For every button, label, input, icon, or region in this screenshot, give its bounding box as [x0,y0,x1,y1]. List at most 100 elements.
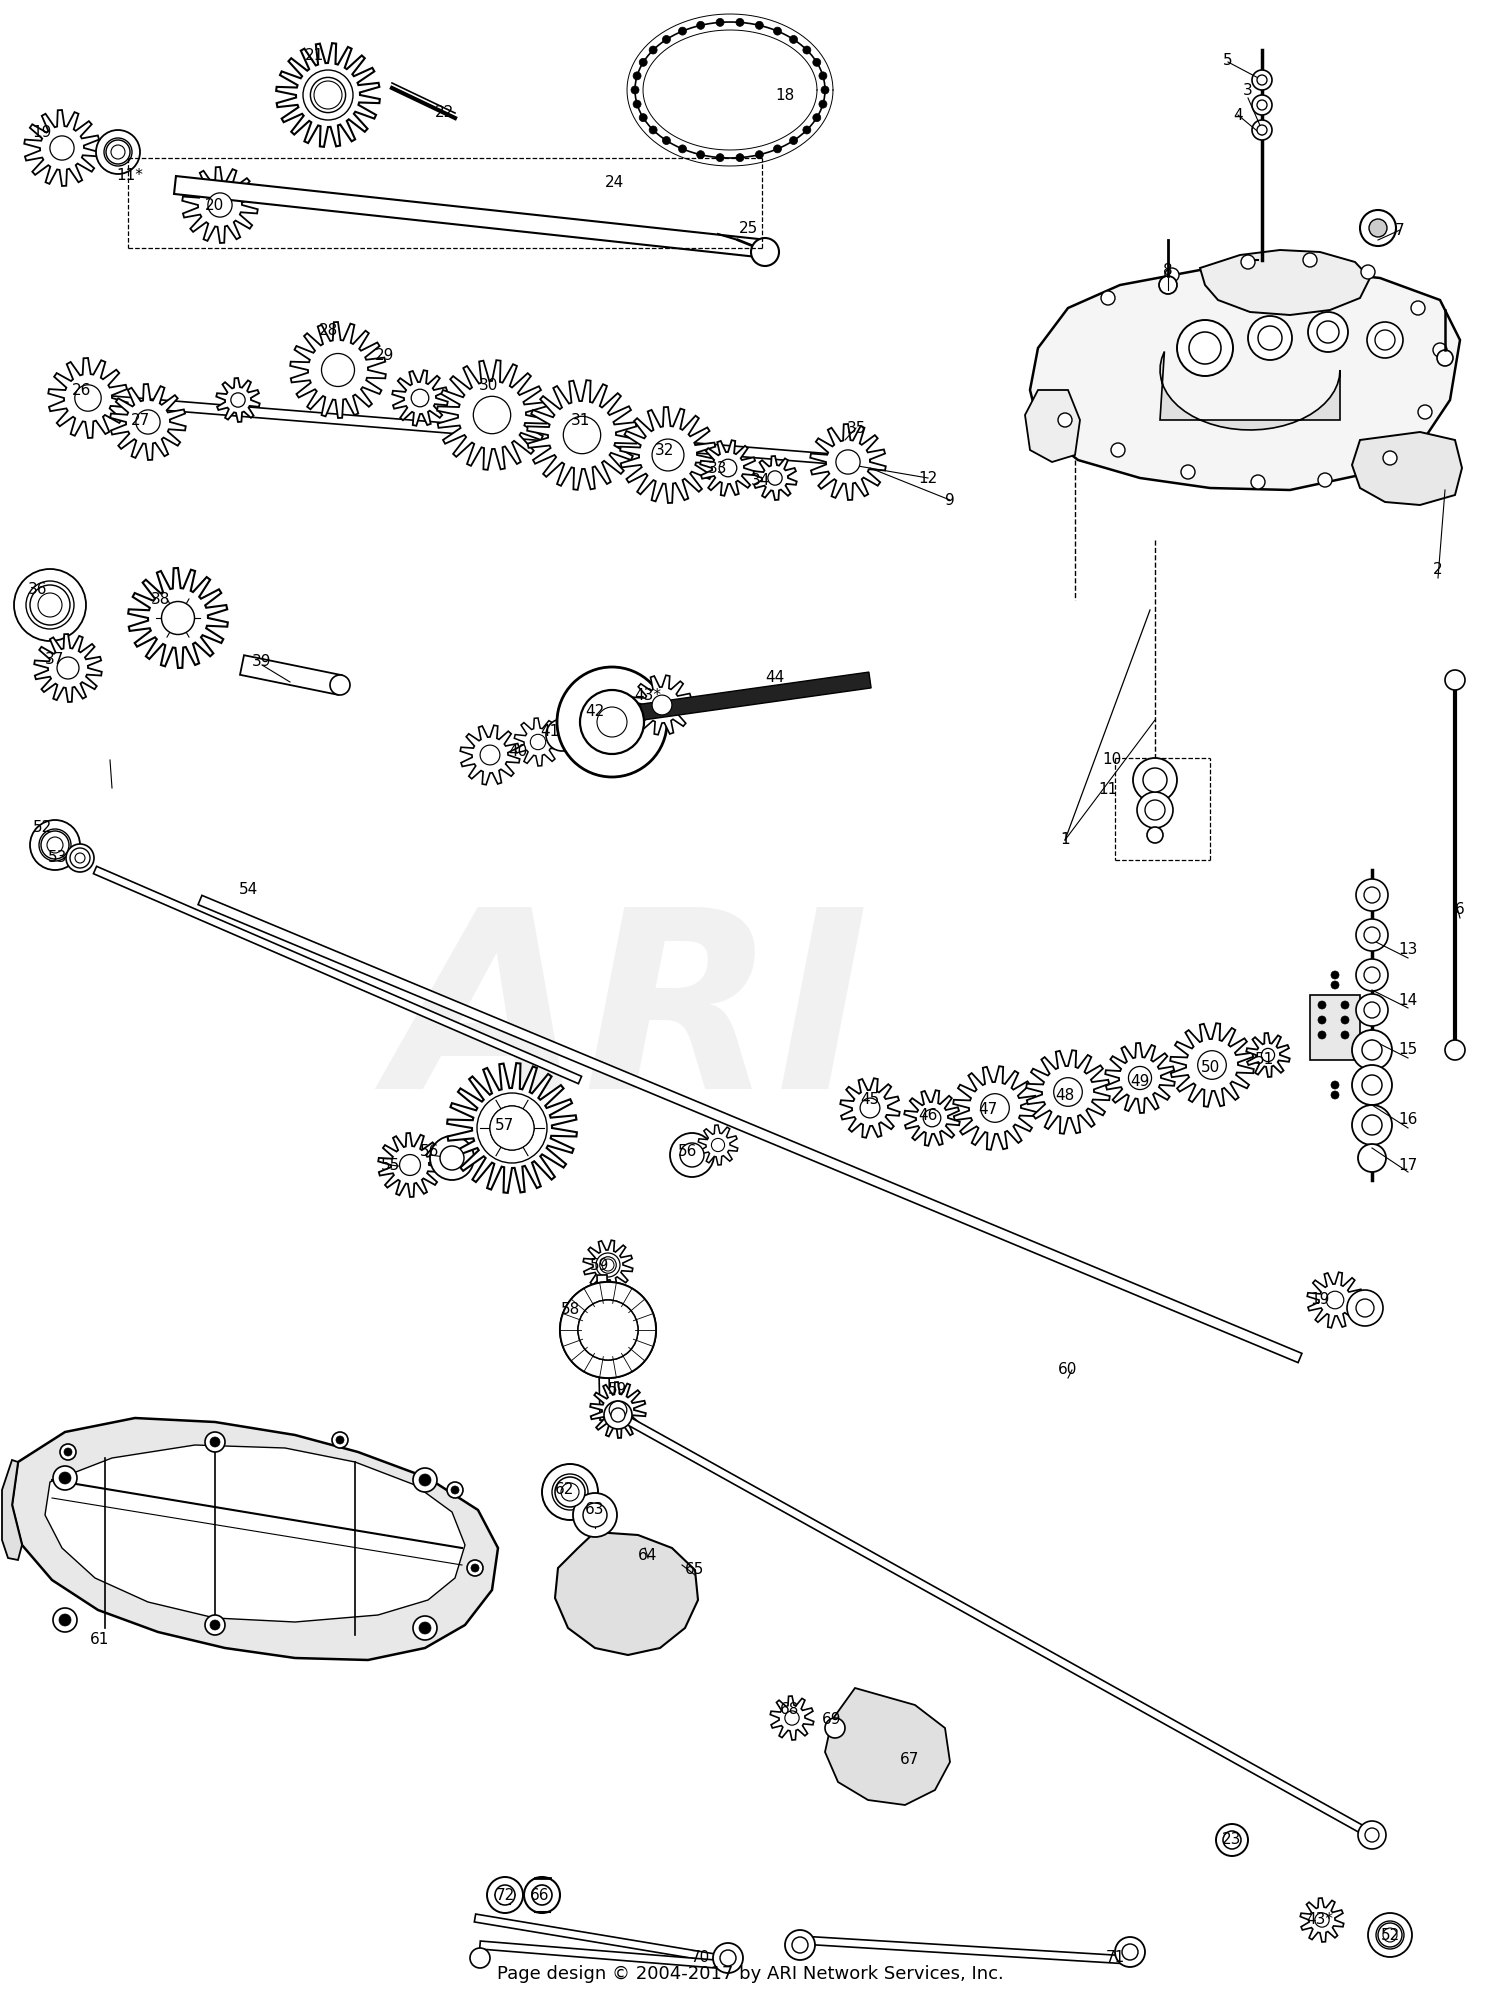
Circle shape [1356,994,1388,1026]
Text: 53: 53 [48,850,68,866]
Text: 55: 55 [381,1158,399,1172]
Circle shape [1326,1291,1344,1309]
Circle shape [1437,351,1454,367]
Text: 13: 13 [1398,942,1417,958]
Circle shape [1258,327,1282,351]
Polygon shape [633,675,692,735]
Circle shape [75,385,100,411]
Circle shape [66,844,94,872]
Circle shape [596,1252,619,1277]
Circle shape [1356,960,1388,992]
Circle shape [419,1621,430,1633]
Circle shape [411,389,429,407]
Circle shape [1370,218,1388,236]
Circle shape [633,100,640,108]
Text: 18: 18 [776,88,795,102]
Circle shape [1347,1291,1383,1327]
Circle shape [678,144,687,152]
Polygon shape [597,1275,610,1421]
Text: 4: 4 [1233,108,1244,122]
Polygon shape [1106,1042,1174,1112]
Circle shape [1432,343,1448,357]
Text: 11: 11 [1098,782,1118,798]
Circle shape [922,1108,940,1126]
Circle shape [480,745,500,766]
Circle shape [210,1437,220,1447]
Circle shape [716,18,724,26]
Circle shape [670,1132,714,1176]
Circle shape [836,451,860,475]
Text: 69: 69 [822,1713,842,1727]
Circle shape [332,1433,348,1449]
Circle shape [1412,301,1425,315]
Circle shape [413,1615,436,1639]
Circle shape [490,1106,534,1150]
Text: 30: 30 [478,377,498,393]
Text: 26: 26 [72,383,92,397]
Circle shape [1166,269,1179,283]
Text: 35: 35 [846,421,865,435]
Circle shape [1356,920,1388,952]
Circle shape [1378,1924,1402,1948]
Circle shape [1341,1016,1348,1024]
Circle shape [1180,465,1196,479]
Circle shape [210,1619,220,1629]
Circle shape [336,1437,344,1445]
Circle shape [1383,451,1396,465]
Text: 72: 72 [495,1888,514,1902]
Circle shape [821,86,830,94]
Circle shape [1330,1080,1340,1088]
Circle shape [560,1283,656,1379]
Circle shape [470,1948,490,1968]
Text: 15: 15 [1398,1042,1417,1058]
Circle shape [50,136,74,160]
Polygon shape [1352,433,1462,505]
Circle shape [38,593,62,617]
Polygon shape [480,1942,729,1970]
Circle shape [819,72,827,80]
Text: 68: 68 [780,1703,800,1717]
Circle shape [609,1401,627,1419]
Circle shape [1197,1050,1227,1080]
Circle shape [774,144,782,152]
Circle shape [531,733,546,749]
Polygon shape [128,567,228,667]
Text: 20: 20 [206,198,225,212]
Circle shape [716,154,724,162]
Circle shape [70,848,90,868]
Circle shape [1148,828,1162,844]
Text: 58: 58 [561,1303,579,1317]
Circle shape [1365,1828,1378,1842]
Text: 11*: 11* [117,168,144,182]
Circle shape [1252,70,1272,90]
Polygon shape [378,1132,442,1196]
Circle shape [1053,1078,1083,1106]
Text: ARI: ARI [390,900,870,1140]
Text: 32: 32 [656,443,675,457]
Text: 64: 64 [639,1547,657,1563]
Circle shape [1318,1016,1326,1024]
Circle shape [1114,1938,1144,1968]
Circle shape [477,1092,548,1162]
Circle shape [580,689,644,754]
Circle shape [1132,758,1178,802]
Circle shape [1122,1944,1138,1960]
Text: 46: 46 [918,1108,938,1122]
Circle shape [578,1301,638,1361]
Circle shape [825,1717,844,1737]
Circle shape [1318,1002,1326,1008]
Circle shape [30,585,70,625]
Circle shape [532,1886,552,1906]
Polygon shape [45,1445,465,1621]
Polygon shape [216,379,260,423]
Polygon shape [904,1090,960,1146]
Text: 62: 62 [555,1483,574,1497]
Polygon shape [48,359,128,439]
Text: 71: 71 [1106,1950,1125,1966]
Text: 56: 56 [678,1144,698,1160]
Polygon shape [700,441,756,495]
Text: 34: 34 [750,473,770,487]
Circle shape [1308,313,1348,353]
Polygon shape [620,407,716,503]
Circle shape [1257,124,1268,134]
